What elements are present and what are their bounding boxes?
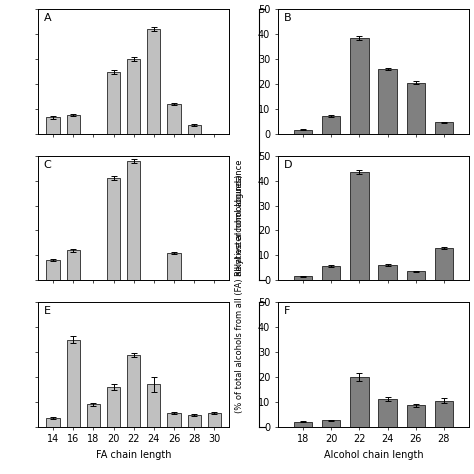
Bar bbox=[188, 125, 201, 134]
Bar bbox=[407, 83, 425, 134]
Bar bbox=[407, 272, 425, 280]
Text: F: F bbox=[283, 306, 290, 316]
Bar bbox=[208, 413, 221, 427]
Bar bbox=[322, 266, 340, 280]
Bar bbox=[294, 276, 312, 280]
Bar bbox=[67, 115, 80, 134]
Bar bbox=[294, 130, 312, 134]
Bar bbox=[294, 422, 312, 427]
X-axis label: Alcohol chain length: Alcohol chain length bbox=[324, 450, 423, 460]
Bar bbox=[407, 405, 425, 427]
Bar bbox=[435, 122, 453, 134]
Bar bbox=[435, 248, 453, 280]
Bar bbox=[127, 161, 140, 280]
Text: C: C bbox=[44, 160, 51, 170]
Bar bbox=[87, 404, 100, 427]
Text: E: E bbox=[44, 306, 51, 316]
Bar bbox=[378, 265, 397, 280]
Bar bbox=[127, 59, 140, 134]
Bar bbox=[127, 355, 140, 427]
Bar bbox=[107, 387, 120, 427]
Bar bbox=[378, 399, 397, 427]
Bar bbox=[147, 29, 160, 134]
Bar bbox=[67, 250, 80, 280]
Bar bbox=[107, 178, 120, 280]
Bar bbox=[378, 69, 397, 134]
Bar bbox=[46, 118, 60, 134]
Bar bbox=[322, 116, 340, 134]
Bar bbox=[435, 401, 453, 427]
Bar bbox=[167, 253, 181, 280]
Bar bbox=[322, 420, 340, 427]
Bar bbox=[350, 38, 369, 134]
Bar bbox=[147, 384, 160, 427]
Bar bbox=[46, 260, 60, 280]
Bar bbox=[167, 413, 181, 427]
Bar bbox=[350, 172, 369, 280]
Text: Relative alcohol abundance: Relative alcohol abundance bbox=[235, 160, 244, 276]
Bar bbox=[67, 340, 80, 427]
Text: D: D bbox=[283, 160, 292, 170]
Bar bbox=[107, 72, 120, 134]
Text: B: B bbox=[283, 13, 291, 23]
Bar bbox=[188, 415, 201, 427]
Bar bbox=[46, 418, 60, 427]
Text: A: A bbox=[44, 13, 51, 23]
Bar bbox=[167, 104, 181, 134]
Text: (% of total alcohols from all (FA) alkyl ester homologues): (% of total alcohols from all (FA) alkyl… bbox=[235, 174, 244, 413]
X-axis label: FA chain length: FA chain length bbox=[96, 450, 172, 460]
Bar bbox=[350, 377, 369, 427]
